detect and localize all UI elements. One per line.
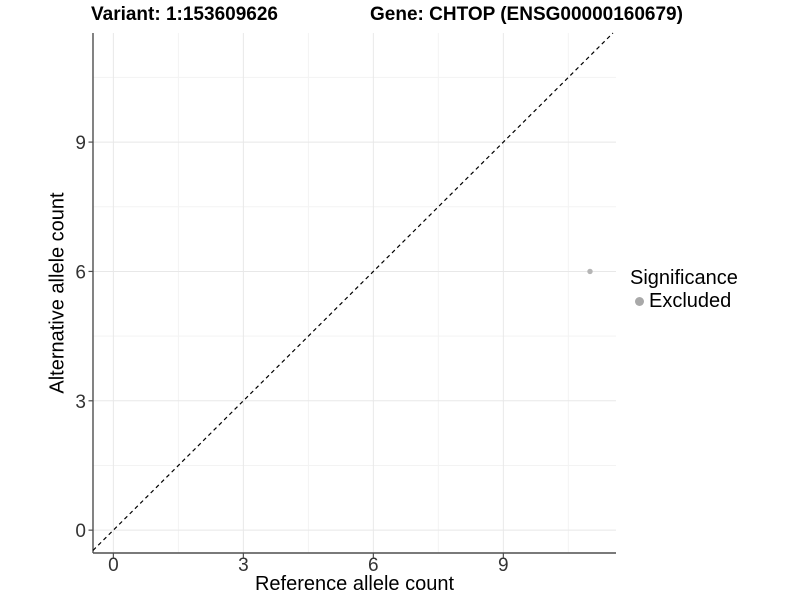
x-tick-label: 9 bbox=[498, 555, 509, 576]
legend-item-excluded: Excluded bbox=[630, 290, 738, 313]
y-tick-label: 0 bbox=[75, 521, 86, 542]
x-tick-label: 0 bbox=[108, 555, 119, 576]
identity-reference-line bbox=[92, 32, 614, 551]
x-tick-label: 6 bbox=[368, 555, 379, 576]
y-tick-label: 3 bbox=[75, 392, 86, 413]
x-tick-label: 3 bbox=[238, 555, 249, 576]
legend-title: Significance bbox=[630, 267, 738, 289]
legend: Significance Excluded bbox=[630, 267, 738, 313]
legend-marker-excluded-icon bbox=[635, 297, 644, 306]
legend-label-excluded: Excluded bbox=[649, 290, 732, 312]
y-tick-label: 6 bbox=[75, 262, 86, 283]
data-point bbox=[587, 268, 593, 275]
plot-title-variant: Variant: 1:153609626 bbox=[91, 4, 278, 25]
y-tick-label: 9 bbox=[75, 133, 86, 154]
x-axis-title: Reference allele count bbox=[254, 573, 454, 595]
y-axis-title: Alternative allele count bbox=[46, 192, 69, 394]
plot-title-gene: Gene: CHTOP (ENSG00000160679) bbox=[370, 4, 683, 25]
